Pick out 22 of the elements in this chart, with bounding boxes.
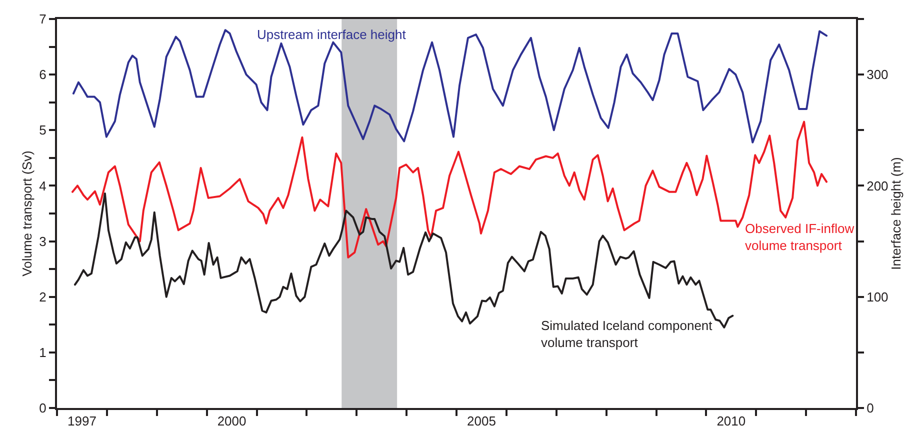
y2-tick-label: 300 [866, 67, 888, 82]
y-tick-label: 1 [39, 344, 46, 360]
y2-tick-label: 200 [866, 178, 888, 194]
x-tick-label: 2010 [716, 414, 746, 429]
y-axis-title: Volume transport (Sv) [20, 150, 35, 276]
y-tick-label: 5 [39, 122, 46, 138]
y-tick-label: 0 [39, 400, 46, 416]
x-tick-label: 1997 [68, 414, 96, 429]
series-label: Simulated Iceland component volume transport [541, 318, 713, 350]
y-tick-label: 6 [39, 67, 46, 82]
line-series [72, 29, 828, 144]
y-tick-label: 4 [39, 178, 46, 194]
x-tick-label: 2000 [217, 414, 246, 429]
y2-axis-title: Interface height (m) [888, 157, 904, 270]
y2-tick-label: 100 [866, 289, 888, 304]
y-tick-label: 2 [39, 289, 46, 304]
y-tick-label: 7 [39, 12, 46, 27]
y-tick-label: 3 [39, 234, 46, 249]
y2-tick-label: 0 [866, 400, 874, 416]
series-label: Observed IF-inflow volume transport [745, 221, 855, 253]
series-label: Upstream interface height [257, 27, 406, 42]
x-tick-label: 2005 [467, 414, 496, 429]
